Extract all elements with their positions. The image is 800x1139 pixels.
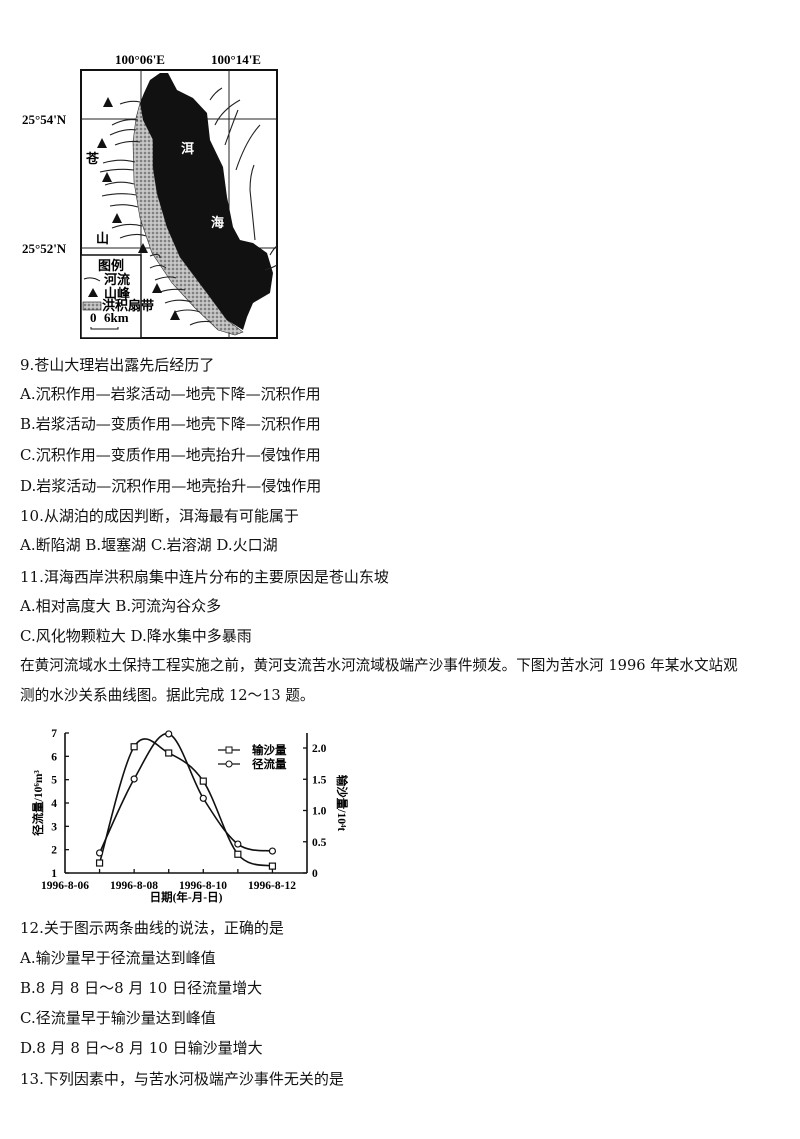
series-line-runoff	[98, 733, 273, 854]
lat-label: 25°54'N	[22, 112, 67, 127]
series-line-sediment	[98, 738, 273, 867]
peak-icon	[103, 97, 113, 107]
peak-icon	[170, 310, 180, 320]
sediment-point	[234, 850, 242, 858]
river-legend-icon	[83, 277, 101, 282]
runoff-point	[199, 794, 207, 802]
cangshan-erhai-map: 100°06'E 100°14'E 25°54'N 25°52'N 苍 山 洱 …	[22, 52, 278, 339]
scale-zero: 0	[90, 310, 97, 325]
right-y-tick-label: 0.5	[312, 837, 327, 849]
sediment-point	[130, 743, 138, 751]
legend-circle-marker	[225, 760, 233, 768]
passage-line-2: 测的水沙关系曲线图。据此完成 12～13 题。	[20, 687, 315, 704]
scale-km: 6km	[104, 310, 129, 325]
option-9a: A.沉积作用—岩浆活动—地壳下降—沉积作用	[20, 385, 321, 403]
fan-legend-icon	[82, 301, 102, 311]
lake-label: 海	[211, 215, 224, 230]
lat-label: 25°52'N	[22, 241, 67, 256]
runoff-point	[95, 849, 104, 857]
rivers	[99, 87, 278, 326]
peak-icon	[102, 172, 112, 182]
left-y-axis-title: 径流量/10⁶m³	[31, 770, 45, 836]
lake-label: 洱	[181, 141, 194, 156]
right-y-tick-label: 1.5	[312, 774, 327, 786]
option-9c: C.沉积作用—变质作用—地壳抬升—侵蚀作用	[20, 446, 321, 464]
peak-icon	[97, 138, 107, 148]
left-y-tick-label: 4	[51, 798, 57, 810]
mountain-label: 山	[96, 231, 109, 246]
lon-label: 100°06'E	[115, 52, 165, 67]
x-tick-label: 1996-8-10	[179, 880, 227, 892]
left-y-tick-label: 7	[51, 728, 57, 740]
passage-line-1: 在黄河流域水土保持工程实施之前，黄河支流苦水河流域极端产沙事件频发。下图为苦水河…	[20, 657, 738, 674]
runoff-point	[130, 775, 138, 783]
left-y-tick-label: 6	[51, 751, 57, 763]
options-11-cd: C.风化物颗粒大 D.降水集中多暴雨	[20, 627, 252, 645]
x-tick-label: 1996-8-06	[41, 880, 89, 892]
x-tick-label: 1996-8-08	[110, 880, 158, 892]
legend-square-marker	[225, 746, 233, 754]
right-y-axis-title: 输沙量/10⁴t	[335, 775, 349, 832]
legend-sediment: 输沙量	[252, 743, 287, 757]
x-axis-title: 日期(年-月-日)	[150, 890, 223, 904]
left-y-tick-label: 1	[51, 868, 57, 880]
mountain-label: 苍	[85, 151, 100, 166]
right-y-tick-label: 0	[312, 868, 318, 880]
right-y-tick-label: 1.0	[312, 806, 327, 818]
lon-label: 100°14'E	[211, 52, 261, 67]
peak-legend-icon	[88, 288, 98, 297]
sediment-point	[165, 749, 173, 757]
option-12a: A.输沙量早于径流量达到峰值	[20, 949, 216, 967]
sediment-point	[199, 777, 207, 785]
x-tick-label: 1996-8-12	[248, 880, 296, 892]
legend-runoff: 径流量	[252, 757, 287, 771]
mountain-peaks	[97, 97, 180, 320]
option-12c: C.径流量早于输沙量达到峰值	[20, 1009, 216, 1027]
options-11-ab: A.相对高度大 B.河流沟谷众多	[20, 597, 222, 615]
question-13: 13.下列因素中，与苦水河极端产沙事件无关的是	[20, 1070, 344, 1088]
legend-peak: 山峰	[104, 286, 131, 301]
erhai-lake	[140, 73, 273, 330]
legend: 输沙量 径流量	[218, 743, 287, 771]
runoff-point	[268, 847, 277, 855]
question-12: 12.关于图示两条曲线的说法，正确的是	[20, 919, 284, 937]
water-sediment-chart: 1 2 3 4 5 6 7 0 0.5 1.0 1.5 2.0 1996-8-06 1996-8-08…	[31, 728, 349, 904]
left-y-tick-label: 3	[51, 821, 57, 833]
peak-icon	[138, 243, 148, 253]
question-10: 10.从湖泊的成因判断，洱海最有可能属于	[20, 507, 299, 525]
left-y-tick-label: 5	[51, 775, 57, 787]
option-12b: B.8 月 8 日～8 月 10 日径流量增大	[20, 979, 263, 997]
runoff-point	[165, 730, 173, 738]
peak-icon	[112, 213, 122, 223]
legend-fan: 洪积扇带	[102, 298, 154, 313]
option-12d: D.8 月 8 日～8 月 10 日输沙量增大	[20, 1039, 263, 1057]
scale-bar	[90, 327, 119, 330]
options-10: A.断陷湖 B.堰塞湖 C.岩溶湖 D.火口湖	[20, 536, 278, 554]
option-9b: B.岩浆活动—变质作用—地壳下降—沉积作用	[20, 415, 321, 433]
sediment-point	[95, 859, 104, 867]
sediment-point	[268, 862, 277, 870]
right-y-tick-label: 2.0	[312, 743, 327, 755]
legend-river: 河流	[104, 272, 130, 287]
left-y-tick-label: 2	[51, 845, 57, 857]
question-9: 9.苍山大理岩出露先后经历了	[20, 356, 215, 374]
question-11: 11.洱海西岸洪积扇集中连片分布的主要原因是苍山东坡	[20, 568, 389, 586]
runoff-point	[234, 840, 242, 848]
option-9d: D.岩浆活动—沉积作用—地壳抬升—侵蚀作用	[20, 477, 322, 495]
legend-title: 图例	[98, 258, 124, 273]
peak-icon	[152, 283, 162, 293]
